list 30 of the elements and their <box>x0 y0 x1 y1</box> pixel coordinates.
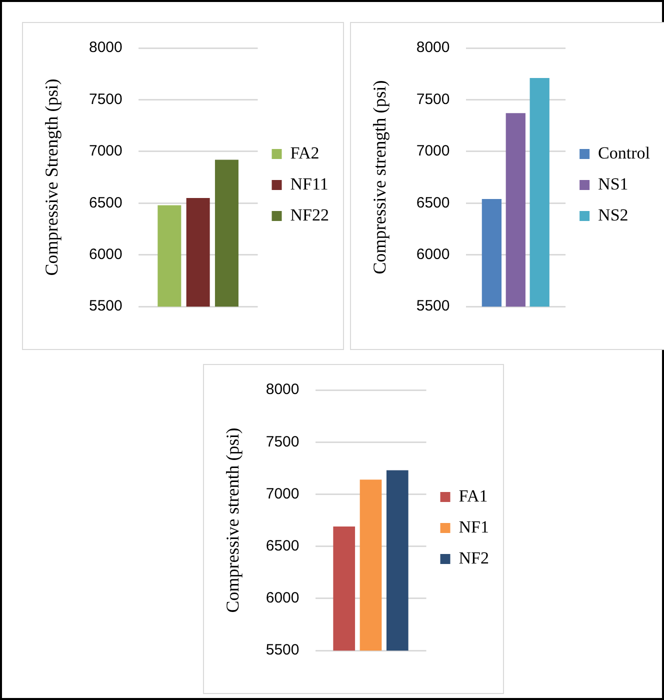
y-tick-label: 8000 <box>266 381 300 398</box>
legend-label: NS2 <box>598 205 628 224</box>
y-tick-label: 7000 <box>416 142 450 160</box>
y-tick-label: 6500 <box>88 194 122 212</box>
legend-label: FA2 <box>290 143 320 162</box>
legend-label: NS1 <box>598 174 628 194</box>
y-tick-label: 6000 <box>266 590 300 607</box>
y-axis-title: Compressive strength (psi) <box>370 80 390 274</box>
y-tick-label: 6500 <box>266 538 300 554</box>
y-tick-label: 6000 <box>88 246 122 264</box>
legend-label: NF2 <box>458 548 490 568</box>
y-tick-label: 8000 <box>88 39 122 56</box>
y-tick-label: 6500 <box>416 194 450 212</box>
y-tick-label: 5500 <box>266 642 300 659</box>
y-tick-label: 7500 <box>88 90 122 108</box>
legend-label: Control <box>598 143 650 162</box>
legend-label: NF22 <box>290 205 330 224</box>
y-tick-label: 7500 <box>266 433 300 450</box>
y-tick-label: 5500 <box>88 298 122 315</box>
y-tick-label: 7000 <box>88 142 122 160</box>
legend-label: NF11 <box>290 174 328 194</box>
legend-label: NF1 <box>458 517 490 536</box>
legend-label: FA1 <box>458 486 488 506</box>
y-tick-label: 7000 <box>266 485 300 502</box>
y-axis-title: Compressive strenth (psi) <box>222 428 243 613</box>
y-tick-label: 6000 <box>416 246 450 264</box>
y-axis-title: Compressive Strength (psi) <box>42 78 62 276</box>
y-tick-label: 8000 <box>416 39 450 56</box>
y-tick-label: 7500 <box>416 90 450 108</box>
y-tick-label: 5500 <box>416 298 450 315</box>
